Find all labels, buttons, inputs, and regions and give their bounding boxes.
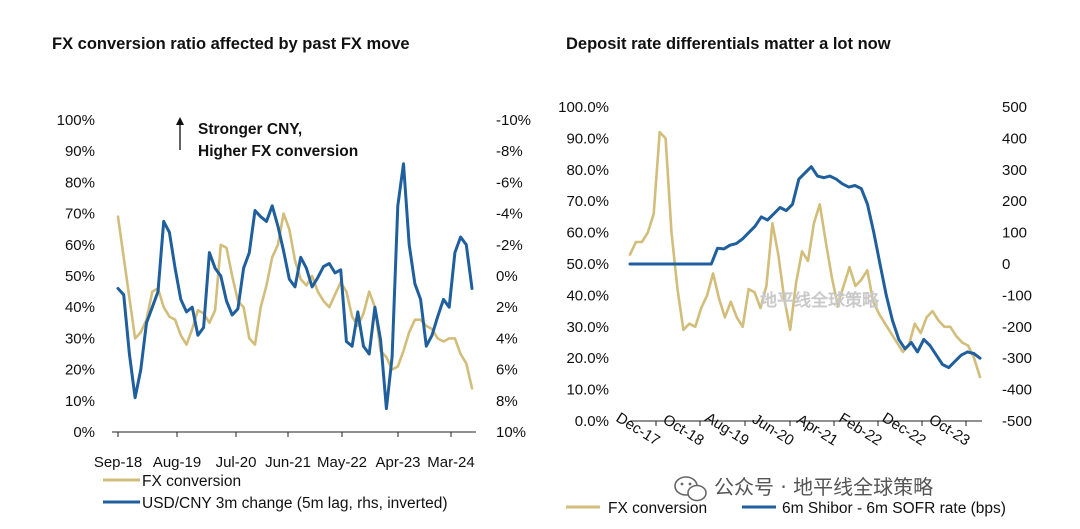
y-left-tick-label: 60.0% [566,225,609,242]
wechat-icon [674,476,707,502]
y-left-tick-label: 10.0% [566,382,609,399]
x-tick-label: Aug-19 [702,409,752,449]
y-left-tick-label: 20% [65,362,95,379]
y-left-tick-label: 20.0% [566,350,609,367]
legend-label-fx-conversion: FX conversion [142,473,241,490]
series-line-fx-conversion [628,130,982,379]
y-right-tick-label: -400 [1002,382,1032,399]
y-left-tick-label: 40.0% [566,287,609,304]
y-right-tick-label: 300 [1002,162,1027,179]
legend-label-fx-conversion-2: FX conversion [608,500,707,517]
right-chart-y-axis-right: 500 400 300 200 100 0 -100 -200 -300 -400 -500 [1002,99,1032,430]
y-left-tick-label: 70% [65,206,95,223]
y-right-tick-label: -8% [496,143,523,160]
y-right-tick-label: 4% [496,330,518,347]
y-right-tick-label: 0 [1002,256,1010,273]
y-right-tick-label: 8% [496,393,518,410]
footer-account: 公众号 · 地平线全球策略 [674,475,933,502]
legend-label-shibor-sofr: 6m Shibor - 6m SOFR rate (bps) [782,500,1006,517]
annotation-line-2: Higher FX conversion [198,143,358,160]
x-tick-label: Sep-18 [94,454,142,471]
footer-text: 公众号 · 地平线全球策略 [714,475,933,499]
y-left-tick-label: 50.0% [566,256,609,273]
right-chart-y-axis-left: 100.0% 90.0% 80.0% 70.0% 60.0% 50.0% 40.0% 30.0… [558,99,609,430]
left-chart-y-axis-right: -10% -8% -6% -4% -2% 0% 2% 4% 6% 8% 10% [496,112,531,441]
x-tick-label: Mar-24 [427,454,475,471]
y-left-tick-label: 80.0% [566,162,609,179]
up-arrow-head-icon [176,117,184,125]
watermark: 地平线全球策略 [760,290,880,311]
x-tick-label: Apr-21 [794,411,841,449]
right-chart-x-axis: Dec-17Oct-18Aug-19Jun-20Apr-21Feb-22Dec-… [613,409,973,449]
x-tick-label: Jun-20 [749,411,797,450]
y-left-tick-label: 0.0% [575,413,609,430]
left-chart-plot [116,162,474,411]
x-tick-label: Aug-19 [153,454,201,471]
y-right-tick-label: 100 [1002,225,1027,242]
series-line-shibor-sofr [628,165,982,370]
left-chart-x-axis: Sep-18 Aug-19 Jul-20 Jun-21 May-22 Apr-23 Mar-… [94,432,475,471]
y-left-tick-label: 70.0% [566,193,609,210]
y-right-tick-label: 0% [496,268,518,285]
y-right-tick-label: 2% [496,299,518,316]
y-left-tick-label: 10% [65,393,95,410]
x-tick-label: Jun-21 [265,454,311,471]
right-chart: Deposit rate differentials matter a lot … [558,35,1032,517]
y-left-tick-label: 80% [65,174,95,191]
left-chart-y-axis-left: 100% 90% 80% 70% 60% 50% 40% 30% 20% 10% 0% [57,112,95,441]
annotation-line-1: Stronger CNY, [198,121,302,138]
y-right-tick-label: 400 [1002,130,1027,147]
x-tick-label: Feb-22 [836,410,885,450]
x-tick-label: May-22 [317,454,367,471]
y-right-tick-label: -4% [496,206,523,223]
y-right-tick-label: -10% [496,112,531,129]
y-left-tick-label: 0% [73,424,95,441]
series-line-fx-conversion [116,212,474,390]
right-chart-legend: FX conversion 6m Shibor - 6m SOFR rate (… [566,500,1006,517]
x-tick-label: Apr-23 [375,454,420,471]
y-left-tick-label: 100.0% [558,99,609,116]
y-right-tick-label: -200 [1002,319,1032,336]
left-chart-title: FX conversion ratio affected by past FX … [52,35,410,53]
legend-label-usdcny: USD/CNY 3m change (5m lag, rhs, inverted… [142,495,448,512]
series-line-usdcny-change [116,162,474,411]
left-chart-legend: FX conversion USD/CNY 3m change (5m lag,… [103,473,448,512]
y-right-tick-label: 500 [1002,99,1027,116]
y-left-tick-label: 50% [65,268,95,285]
x-tick-label: Oct-18 [660,411,707,449]
right-chart-title: Deposit rate differentials matter a lot … [566,35,891,53]
y-right-tick-label: -6% [496,174,523,191]
y-right-tick-label: -2% [496,237,523,254]
x-tick-label: Dec-22 [879,409,929,449]
y-right-tick-label: -500 [1002,413,1032,430]
x-tick-label: Jul-20 [216,454,257,471]
y-left-tick-label: 30.0% [566,319,609,336]
left-annotation: Stronger CNY, Higher FX conversion [176,117,358,160]
x-tick-label: Oct-23 [926,411,973,449]
x-tick-label: Dec-17 [613,409,663,449]
y-left-tick-label: 30% [65,330,95,347]
left-chart: FX conversion ratio affected by past FX … [52,35,531,512]
y-left-tick-label: 90.0% [566,130,609,147]
y-right-tick-label: -100 [1002,287,1032,304]
y-left-tick-label: 40% [65,299,95,316]
y-right-tick-label: 10% [496,424,526,441]
y-right-tick-label: 200 [1002,193,1027,210]
right-chart-plot [628,130,982,379]
y-right-tick-label: 6% [496,362,518,379]
y-right-tick-label: -300 [1002,350,1032,367]
y-left-tick-label: 60% [65,237,95,254]
y-left-tick-label: 100% [57,112,95,129]
y-left-tick-label: 90% [65,143,95,160]
